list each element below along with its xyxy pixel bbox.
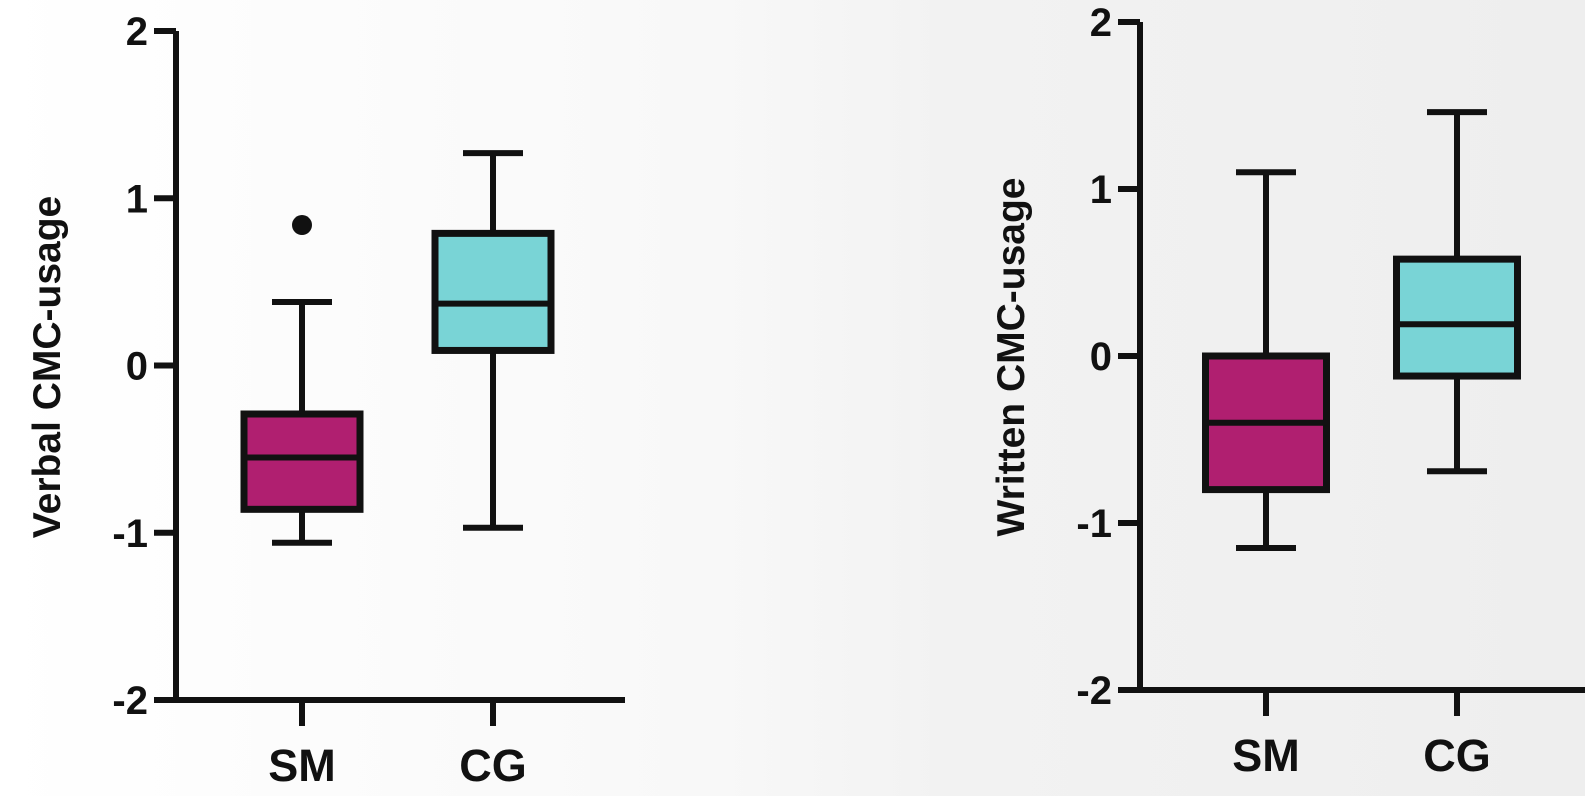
iqr-box [1393,255,1521,380]
iqr-box [240,410,364,513]
y-tick-label: 1 [126,177,148,221]
iqr-box [431,229,555,354]
box-sm [1202,169,1330,552]
outlier-point [292,215,312,236]
y-tick-label: -2 [1076,669,1112,713]
verbal-cmc-chart: Verbal CMC-usage 2 1 0 -1 -2 SM CG [26,10,625,791]
x-tick-label: CG [1423,730,1491,781]
x-tick-label: SM [1232,730,1300,781]
y-tick-label: 2 [126,10,148,54]
y-tick-label: -1 [112,512,148,556]
written-cmc-chart: Written CMC-usage 2 1 0 -1 -2 SM CG [990,1,1585,781]
box-cg [1393,109,1521,475]
y-tick-label: 2 [1090,1,1112,45]
box-sm [240,215,364,546]
y-tick-label: -2 [112,679,148,723]
box-cg [431,150,555,531]
x-tick-label: CG [459,740,527,791]
y-tick-label: -1 [1076,502,1112,546]
y-axis-label: Written CMC-usage [990,178,1033,537]
y-tick-label: 1 [1090,168,1112,212]
y-tick-label: 0 [1090,335,1112,379]
y-tick-label: 0 [126,345,148,389]
x-tick-label: SM [268,740,336,791]
y-axis-label: Verbal CMC-usage [26,196,69,538]
